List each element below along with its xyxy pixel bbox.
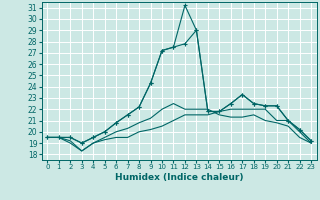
X-axis label: Humidex (Indice chaleur): Humidex (Indice chaleur) — [115, 173, 244, 182]
